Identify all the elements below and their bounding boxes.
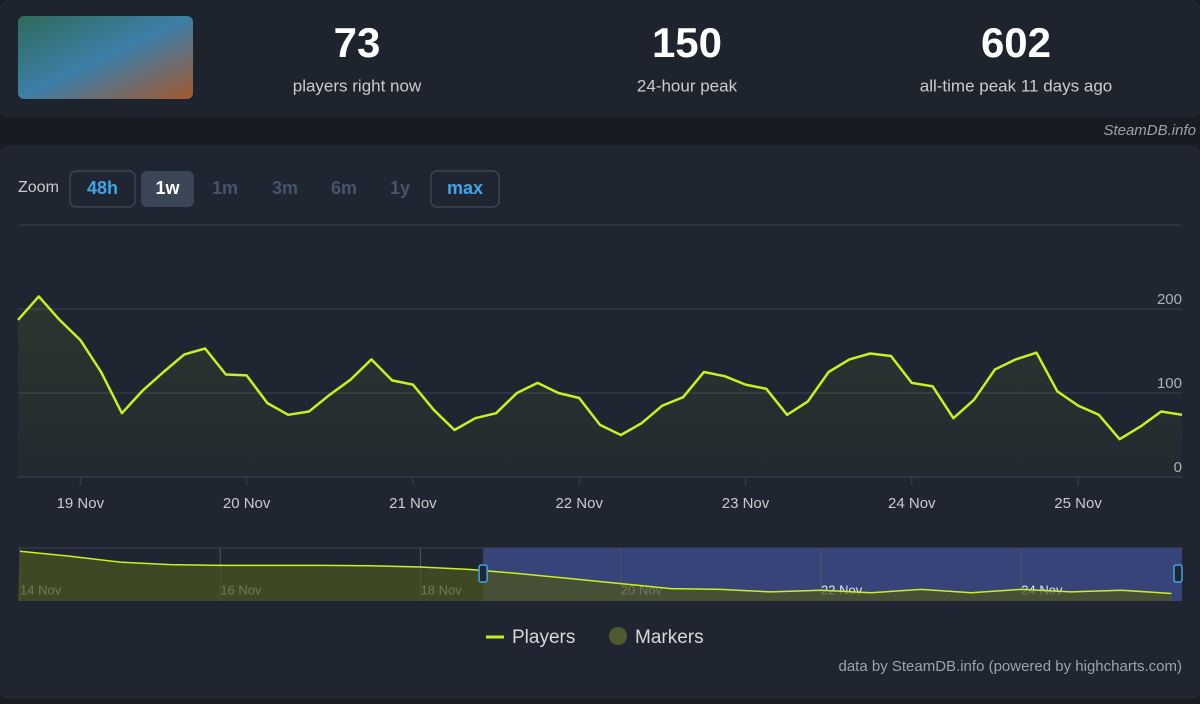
y-tick-label: 200 [1157, 291, 1182, 308]
stat-value: 73 [334, 19, 381, 66]
legend-swatch [609, 627, 627, 645]
game-image[interactable] [18, 16, 193, 99]
zoom-button[interactable]: 3m [272, 178, 298, 198]
credit: data by SteamDB.info (powered by highcha… [839, 658, 1183, 675]
line [17, 295, 1183, 441]
x-tick-label: 25 Nov [1054, 495, 1102, 512]
stat-label: players right now [293, 76, 422, 95]
x-tick-label: 19 Nov [57, 495, 105, 512]
legend-label[interactable]: Markers [635, 627, 704, 648]
y-tick-label: 100 [1157, 375, 1182, 392]
stat-value: 602 [981, 19, 1051, 66]
navigator-area [18, 551, 1172, 601]
zoom-button-bg [69, 170, 136, 208]
x-tick-label: 23 Nov [722, 495, 770, 512]
navigator-handle[interactable] [1173, 564, 1183, 583]
watermark: SteamDB.info [1103, 122, 1196, 139]
stat-label: all-time peak 11 days ago [920, 76, 1112, 95]
x-tick-label: 21 Nov [389, 495, 437, 512]
navigator-line [19, 550, 1172, 595]
header-panel [0, 0, 1200, 118]
x-tick-label: 24 Nov [888, 495, 936, 512]
stat-value: 150 [652, 19, 722, 66]
x-tick-label: 20 Nov [223, 495, 271, 512]
navigator-handle[interactable] [478, 564, 488, 583]
stat-label: 24-hour peak [637, 76, 738, 95]
legend-label[interactable]: Players [512, 627, 575, 648]
zoom-button[interactable]: 1y [390, 178, 410, 198]
zoom-button[interactable]: 48h [87, 178, 118, 198]
zoom-button[interactable]: 6m [331, 178, 357, 198]
zoom-button-bg [141, 171, 194, 207]
zoom-label: Zoom [18, 179, 59, 196]
x-tick-label: 22 Nov [555, 495, 603, 512]
line-area [18, 296, 1182, 477]
zoom-button-bg [430, 170, 500, 208]
zoom-button[interactable]: 1m [212, 178, 238, 198]
zoom-button[interactable]: max [447, 178, 483, 198]
zoom-button[interactable]: 1w [155, 178, 180, 198]
